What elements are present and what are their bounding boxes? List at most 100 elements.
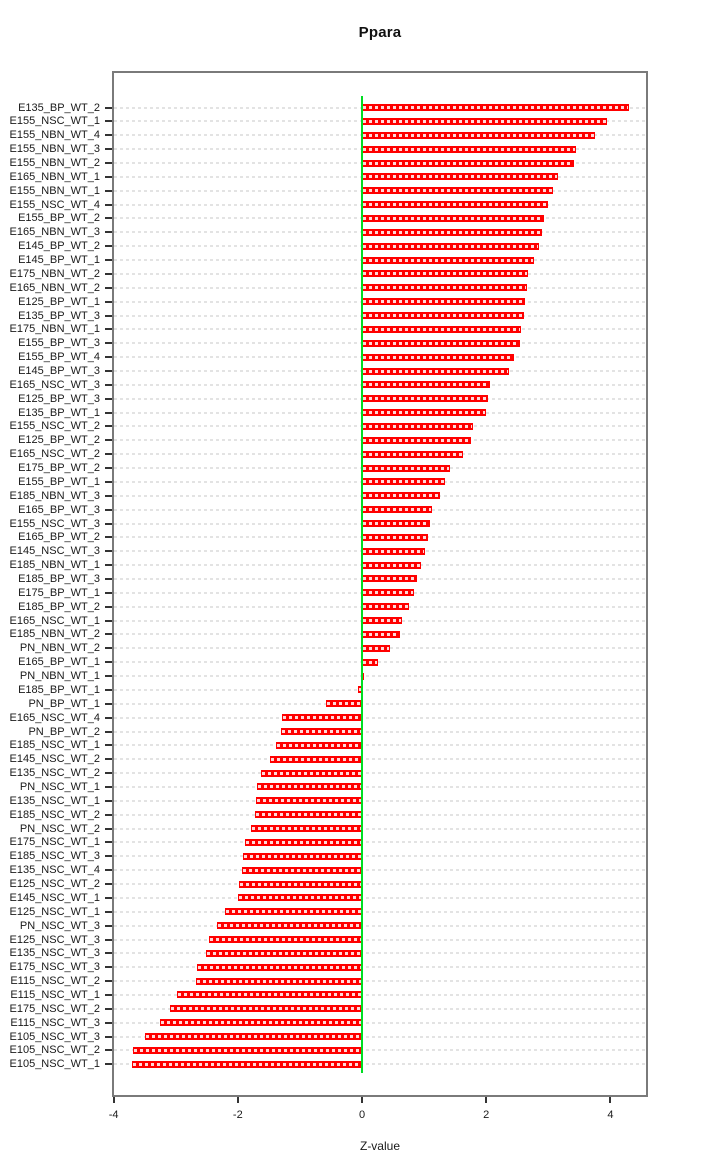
bar[interactable] bbox=[244, 838, 362, 846]
bar[interactable] bbox=[362, 422, 473, 430]
bar[interactable] bbox=[362, 159, 575, 167]
bar[interactable] bbox=[362, 561, 421, 569]
bar[interactable] bbox=[276, 741, 362, 749]
bar[interactable] bbox=[362, 284, 527, 292]
bar[interactable] bbox=[362, 353, 515, 361]
y-axis-label: E175_NSC_WT_3 bbox=[9, 961, 101, 974]
bar[interactable] bbox=[362, 492, 441, 500]
bar[interactable] bbox=[362, 520, 431, 527]
bar[interactable] bbox=[255, 811, 362, 819]
bar-grid-stripe bbox=[239, 896, 361, 900]
bar[interactable] bbox=[144, 1033, 362, 1040]
bar[interactable] bbox=[362, 325, 521, 333]
bar-grid-stripe bbox=[363, 327, 520, 331]
bar[interactable] bbox=[362, 617, 402, 624]
bar[interactable] bbox=[209, 936, 362, 943]
bar[interactable] bbox=[362, 242, 539, 250]
y-axis-label: E125_BP_WT_3 bbox=[18, 392, 100, 405]
bar[interactable] bbox=[216, 922, 362, 930]
gridline bbox=[114, 799, 646, 802]
bar[interactable] bbox=[243, 852, 362, 860]
y-axis-label: E155_BP_WT_4 bbox=[18, 351, 100, 364]
y-axis-label: E155_NBN_WT_1 bbox=[9, 184, 101, 197]
bar[interactable] bbox=[362, 312, 524, 319]
bar[interactable] bbox=[196, 963, 362, 971]
bar[interactable] bbox=[362, 409, 486, 417]
bar-grid-stripe bbox=[363, 494, 440, 498]
y-axis-tick bbox=[105, 938, 112, 941]
bar[interactable] bbox=[132, 1060, 362, 1068]
gridline bbox=[114, 688, 646, 691]
bar[interactable] bbox=[160, 1019, 362, 1027]
y-axis-tick bbox=[105, 245, 112, 248]
bar[interactable] bbox=[362, 658, 378, 666]
bar[interactable] bbox=[238, 894, 362, 902]
y-axis-label: E185_BP_WT_3 bbox=[18, 572, 100, 585]
y-axis-tick bbox=[105, 1035, 112, 1038]
bar-grid-stripe bbox=[363, 397, 488, 401]
bar[interactable] bbox=[362, 131, 595, 139]
bar[interactable] bbox=[241, 866, 362, 874]
bar[interactable] bbox=[206, 949, 362, 957]
bar[interactable] bbox=[257, 783, 362, 791]
bar[interactable] bbox=[250, 825, 362, 832]
bar[interactable] bbox=[362, 339, 520, 347]
bar[interactable] bbox=[362, 450, 464, 458]
bar[interactable] bbox=[362, 298, 525, 306]
bar[interactable] bbox=[132, 1046, 362, 1054]
bar[interactable] bbox=[280, 728, 362, 735]
bar[interactable] bbox=[362, 381, 490, 389]
gridline bbox=[114, 813, 646, 816]
gridline bbox=[114, 910, 646, 913]
y-axis-tick bbox=[105, 772, 112, 775]
gridline bbox=[114, 841, 646, 844]
bar[interactable] bbox=[357, 686, 362, 694]
bar[interactable] bbox=[362, 145, 577, 153]
bar[interactable] bbox=[326, 700, 362, 708]
bar[interactable] bbox=[362, 630, 400, 638]
bar[interactable] bbox=[362, 256, 534, 264]
bar[interactable] bbox=[261, 769, 362, 777]
y-axis-label: E155_NSC_WT_4 bbox=[9, 198, 101, 211]
bar[interactable] bbox=[362, 589, 415, 597]
bar[interactable] bbox=[362, 395, 489, 403]
gridline bbox=[114, 855, 646, 858]
bar[interactable] bbox=[176, 991, 362, 999]
bar[interactable] bbox=[362, 436, 472, 444]
bar[interactable] bbox=[196, 977, 362, 985]
bar[interactable] bbox=[281, 714, 362, 722]
bar[interactable] bbox=[362, 575, 417, 583]
bar[interactable] bbox=[256, 797, 362, 805]
bar[interactable] bbox=[362, 173, 558, 181]
y-axis-tick bbox=[105, 716, 112, 719]
bar[interactable] bbox=[362, 201, 548, 209]
bar[interactable] bbox=[170, 1005, 362, 1013]
bar[interactable] bbox=[362, 603, 409, 611]
y-axis-label: E155_BP_WT_2 bbox=[18, 212, 100, 225]
y-axis-tick bbox=[105, 342, 112, 345]
bar[interactable] bbox=[362, 464, 450, 472]
bar[interactable] bbox=[362, 117, 607, 125]
y-axis-label: E175_NBN_WT_2 bbox=[9, 267, 101, 280]
bar[interactable] bbox=[270, 755, 362, 763]
y-axis-tick bbox=[105, 744, 112, 747]
bar-grid-stripe bbox=[363, 369, 508, 373]
bar[interactable] bbox=[362, 506, 433, 514]
bar[interactable] bbox=[362, 187, 554, 195]
bar-grid-stripe bbox=[363, 161, 574, 165]
bar[interactable] bbox=[362, 478, 446, 486]
bar[interactable] bbox=[362, 367, 509, 375]
bar[interactable] bbox=[239, 880, 362, 888]
bar[interactable] bbox=[362, 533, 429, 541]
bar[interactable] bbox=[362, 228, 542, 236]
y-axis-label: E145_BP_WT_2 bbox=[18, 240, 100, 253]
bar[interactable] bbox=[362, 214, 544, 222]
x-axis-tick bbox=[236, 1097, 239, 1103]
bar-grid-stripe bbox=[256, 813, 361, 817]
bar[interactable] bbox=[224, 908, 362, 916]
bar[interactable] bbox=[362, 547, 426, 555]
bar[interactable] bbox=[362, 270, 529, 278]
bar[interactable] bbox=[362, 644, 390, 652]
plot-area bbox=[112, 71, 648, 1097]
bar[interactable] bbox=[362, 104, 629, 111]
